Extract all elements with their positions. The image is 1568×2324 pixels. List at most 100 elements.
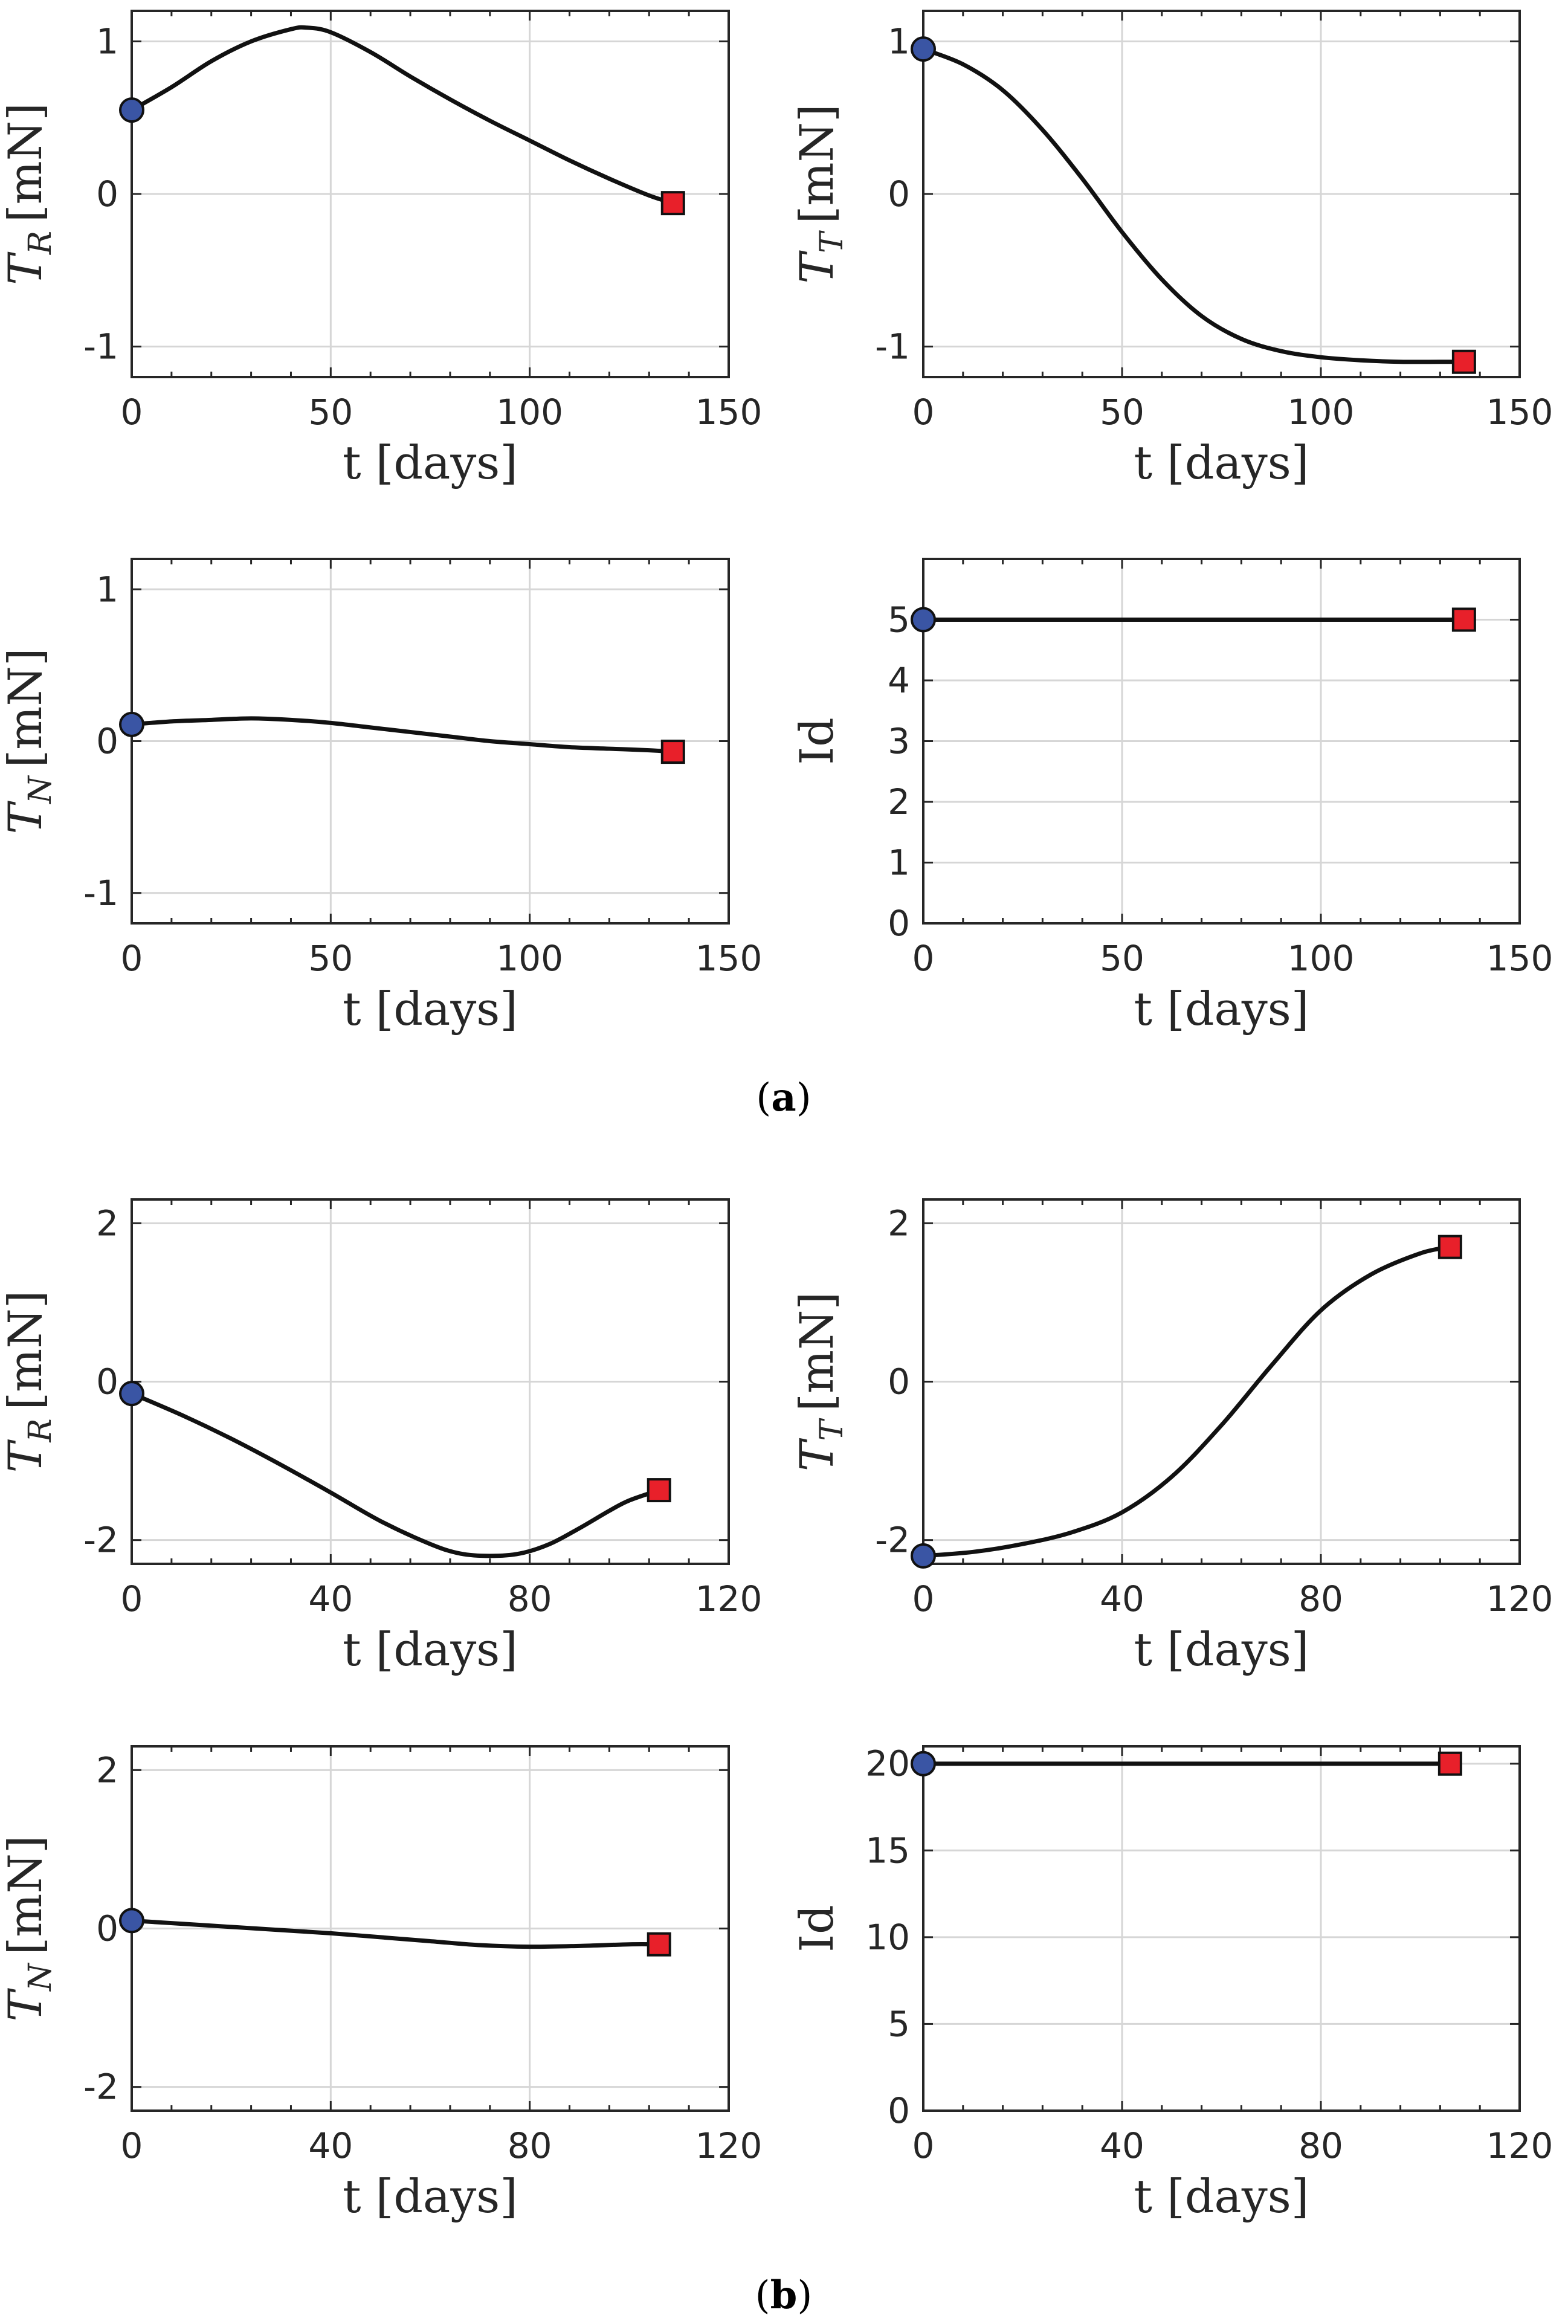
start-marker — [911, 36, 936, 62]
y-tick-label: 2 — [888, 1202, 910, 1244]
y-label-symbol: T — [790, 1438, 844, 1471]
y-tick-label: 2 — [96, 1749, 118, 1790]
end-marker — [660, 740, 685, 764]
x-tick-label: 50 — [1100, 938, 1144, 979]
y-tick-label: 1 — [888, 842, 910, 883]
y-label-symbol: T — [0, 801, 52, 834]
y-tick-label: 3 — [888, 721, 910, 762]
caption-b: (b) — [755, 2273, 813, 2318]
y-tick-label: 20 — [865, 1743, 910, 1784]
start-marker — [911, 1751, 936, 1777]
x-tick-label: 0 — [121, 392, 143, 433]
series-line — [131, 716, 674, 754]
y-label-symbol: Id — [790, 717, 844, 765]
y-tick-label: 1 — [96, 569, 118, 610]
x-axis-label: t [days] — [1134, 2169, 1309, 2223]
x-axis-label: t [days] — [1134, 436, 1309, 489]
axes-frame — [922, 10, 1521, 378]
y-label-unit: [mN] — [790, 104, 844, 224]
axes-frame — [922, 1745, 1521, 2112]
x-tick-label: 100 — [496, 938, 563, 979]
y-tick-label: 2 — [888, 781, 910, 822]
start-marker — [911, 1543, 936, 1569]
y-axis-label: TT [mN] — [790, 104, 850, 283]
x-tick-label: 50 — [308, 938, 353, 979]
y-axis-label: Id — [790, 717, 844, 765]
x-tick-label: 150 — [1486, 392, 1553, 433]
y-label-subscript: N — [22, 1963, 59, 1992]
y-tick-label: 0 — [96, 173, 118, 215]
y-tick-label: 4 — [888, 660, 910, 701]
x-tick-label: 120 — [695, 1578, 763, 1619]
x-tick-label: 0 — [912, 938, 935, 979]
end-marker — [1451, 607, 1476, 632]
y-label-unit: [mN] — [0, 1291, 52, 1410]
y-tick-label: -1 — [83, 873, 118, 914]
y-label-subscript: T — [814, 230, 850, 253]
y-tick-label: -2 — [83, 1520, 118, 1561]
x-tick-label: 100 — [496, 392, 563, 433]
x-tick-label: 0 — [121, 1578, 143, 1619]
x-tick-label: 100 — [1288, 938, 1355, 979]
start-marker — [119, 1908, 144, 1934]
y-label-subscript: N — [22, 775, 59, 805]
y-tick-label: 0 — [96, 1908, 118, 1949]
x-tick-label: 0 — [912, 1578, 935, 1619]
x-tick-label: 100 — [1288, 392, 1355, 433]
y-label-unit: [mN] — [0, 1835, 52, 1955]
x-tick-label: 80 — [1299, 1578, 1343, 1619]
y-label-unit: [mN] — [790, 1292, 844, 1412]
series-line — [923, 1245, 1451, 1558]
y-label-symbol: T — [0, 1988, 52, 2022]
x-tick-label: 0 — [121, 938, 143, 979]
x-tick-label: 40 — [308, 2125, 353, 2166]
x-axis-label: t [days] — [343, 436, 518, 489]
y-axis-label: TN [mN] — [0, 1835, 59, 2021]
x-tick-label: 80 — [1299, 2125, 1343, 2166]
y-tick-label: 0 — [96, 1361, 118, 1402]
y-tick-label: -1 — [83, 326, 118, 367]
series-line — [131, 1918, 659, 1949]
x-tick-label: 40 — [308, 1578, 353, 1619]
y-label-symbol: Id — [790, 1905, 844, 1952]
start-marker — [911, 607, 936, 633]
y-label-symbol: T — [790, 250, 844, 284]
y-label-subscript: T — [814, 1418, 850, 1441]
chart-b-Id: 0 40 80 120 0 5 10 15 20 t [days] Id — [790, 1743, 1553, 2223]
x-tick-label: 120 — [695, 2125, 763, 2166]
x-tick-label: 50 — [1100, 392, 1144, 433]
start-marker — [119, 97, 144, 123]
start-marker — [119, 711, 144, 737]
end-marker — [647, 1932, 671, 1957]
axes-frame — [922, 1198, 1521, 1565]
x-tick-label: 120 — [1486, 1578, 1553, 1619]
y-tick-label: 0 — [96, 721, 118, 762]
y-label-unit: [mN] — [0, 648, 52, 767]
x-tick-label: 150 — [695, 938, 763, 979]
y-label-subscript: R — [22, 1419, 59, 1443]
y-tick-label: 0 — [888, 1361, 910, 1402]
y-tick-label: 2 — [96, 1202, 118, 1244]
y-label-subscript: R — [22, 231, 59, 255]
x-tick-label: 80 — [508, 2125, 552, 2166]
x-tick-label: 120 — [1486, 2125, 1553, 2166]
y-tick-label: -2 — [83, 2067, 118, 2108]
caption-a: (a) — [756, 1075, 811, 1120]
start-marker — [119, 1381, 144, 1407]
y-tick-label: 1 — [888, 21, 910, 62]
y-label-unit: [mN] — [0, 103, 52, 222]
y-axis-label: TR [mN] — [0, 103, 59, 285]
end-marker — [647, 1478, 671, 1503]
y-tick-label: 15 — [865, 1830, 910, 1871]
y-label-symbol: T — [0, 251, 52, 285]
x-tick-label: 40 — [1100, 1578, 1144, 1619]
y-tick-label: 5 — [888, 599, 910, 641]
y-axis-label: TN [mN] — [0, 648, 59, 834]
y-tick-label: 5 — [888, 2003, 910, 2044]
